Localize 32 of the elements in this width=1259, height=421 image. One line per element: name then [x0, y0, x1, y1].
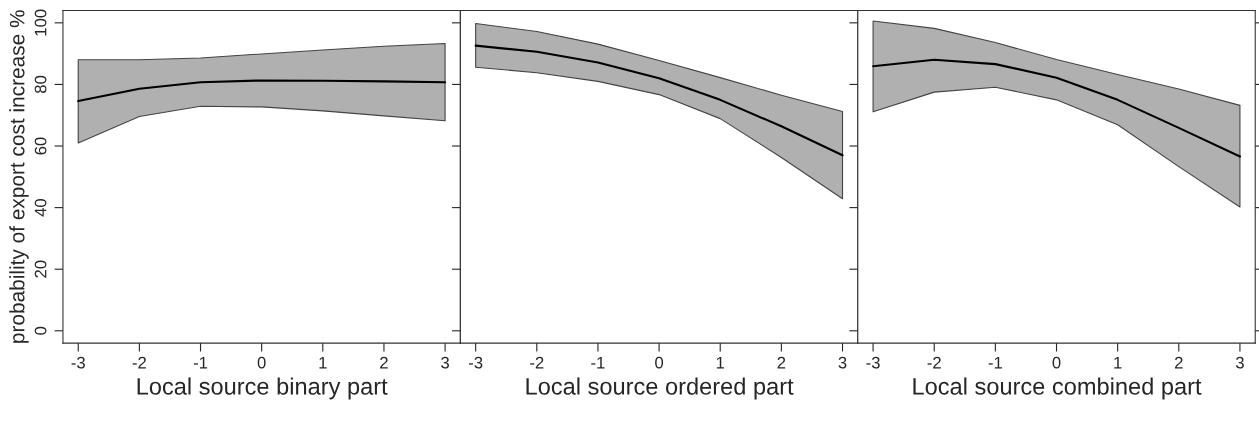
x-tick-label: -2	[927, 356, 941, 369]
x-tick-label: 2	[777, 356, 786, 369]
x-tick-label: 2	[380, 356, 388, 369]
x-tick-label: 1	[319, 356, 327, 369]
x-tick-label: -2	[530, 356, 544, 369]
x-tick-label: 1	[716, 356, 725, 369]
x-tick-label: 3	[1235, 356, 1244, 369]
x-tick-label: -3	[468, 356, 483, 369]
y-tick-label: 60	[34, 137, 47, 155]
x-tick-label: -2	[132, 356, 146, 369]
x-tick-label: 0	[257, 356, 266, 369]
x-tick-label: -1	[193, 356, 208, 369]
x-tick-label: -1	[591, 356, 605, 369]
y-tick-label: 80	[34, 75, 47, 93]
x-tick-label: 3	[838, 356, 847, 369]
y-axis-title: probability of export cost increase %	[9, 10, 29, 343]
y-tick-label: 20	[34, 260, 47, 278]
x-tick-label: 0	[655, 356, 664, 369]
x-axis-title: Local source ordered part	[526, 377, 794, 400]
x-tick-label: -3	[866, 356, 880, 369]
x-tick-label: 2	[1175, 356, 1183, 369]
x-tick-label: 3	[441, 356, 449, 369]
y-tick-label: 0	[34, 326, 47, 335]
x-tick-label: 0	[1052, 356, 1061, 369]
x-tick-label: 1	[1114, 356, 1122, 369]
y-tick-label: 100	[34, 9, 47, 36]
line-series	[77, 79, 447, 103]
x-tick-label: -1	[988, 356, 1002, 369]
x-tick-label: -3	[71, 356, 85, 369]
y-tick-label: 40	[34, 199, 47, 217]
x-axis-title: Local source binary part	[137, 377, 388, 400]
x-axis-title: Local source combined part	[913, 377, 1202, 400]
